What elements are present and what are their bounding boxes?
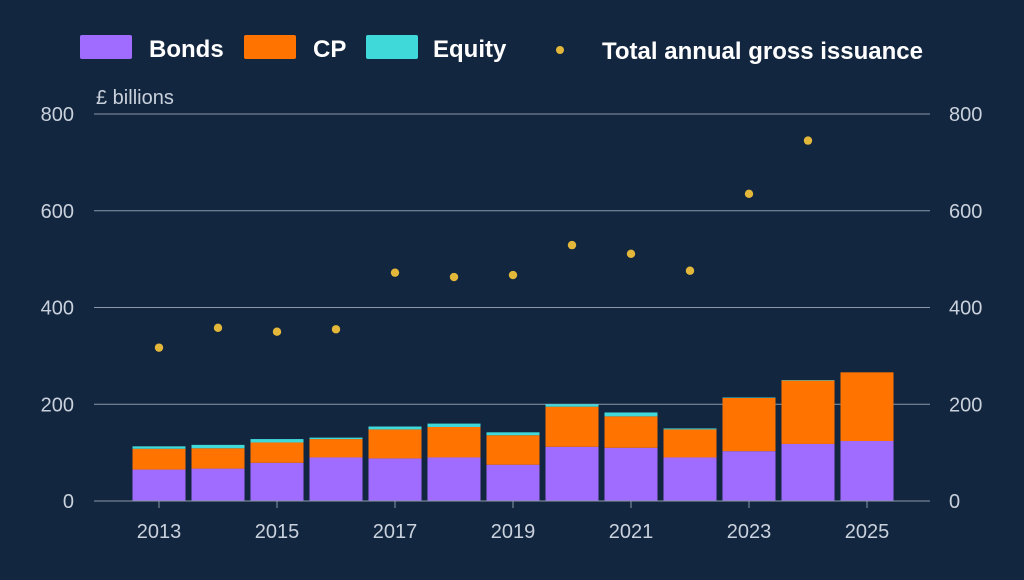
bar-equity bbox=[368, 426, 422, 430]
legend-swatch-bonds bbox=[80, 35, 132, 59]
bar-bonds bbox=[191, 468, 245, 501]
total-issuance-point bbox=[154, 343, 164, 352]
bar-cp bbox=[781, 380, 835, 444]
x-tick-label: 2017 bbox=[373, 521, 418, 543]
bar-bonds bbox=[840, 441, 894, 501]
bar-bonds bbox=[309, 457, 363, 501]
bar-cp bbox=[191, 448, 245, 469]
bar-cp bbox=[663, 429, 717, 458]
x-tick-label: 2015 bbox=[255, 521, 300, 543]
legend-swatch-equity bbox=[366, 35, 418, 59]
bar-equity bbox=[604, 412, 658, 417]
bar-cp bbox=[427, 426, 481, 458]
bar-cp bbox=[486, 435, 540, 465]
y-axis-right: 0 200 400 600 800 bbox=[949, 104, 982, 513]
bar-cp bbox=[604, 416, 658, 448]
y-axis-left: 0 200 400 600 800 bbox=[41, 104, 74, 513]
total-issuance-point bbox=[685, 266, 695, 275]
x-tick-label: 2021 bbox=[609, 521, 654, 543]
bar-cp bbox=[545, 406, 599, 447]
total-issuance-point bbox=[744, 189, 754, 199]
total-issuance-point bbox=[331, 325, 341, 334]
legend-marker-total bbox=[556, 46, 564, 54]
unit-label: £ billions bbox=[96, 87, 174, 109]
y-tick-label-right: 200 bbox=[949, 394, 982, 416]
bars bbox=[132, 372, 894, 501]
x-tick-label: 2013 bbox=[137, 521, 182, 543]
legend: Bonds CP Equity Total annual gross issua… bbox=[80, 35, 923, 65]
bar-cp bbox=[722, 397, 776, 452]
bar-cp bbox=[309, 439, 363, 458]
bar-bonds bbox=[427, 457, 481, 501]
y-tick-label-right: 800 bbox=[949, 104, 982, 126]
bar-equity bbox=[309, 437, 363, 440]
y-tick-label-right: 400 bbox=[949, 298, 982, 320]
total-issuance-point bbox=[449, 272, 459, 282]
bar-bonds bbox=[545, 446, 599, 501]
bar-cp bbox=[132, 448, 186, 470]
y-tick-label-right: 0 bbox=[949, 491, 960, 513]
bar-bonds bbox=[604, 447, 658, 501]
y-tick-label-left: 400 bbox=[41, 298, 74, 320]
bar-equity bbox=[486, 432, 540, 436]
x-tick-label: 2023 bbox=[727, 521, 772, 543]
bar-bonds bbox=[722, 451, 776, 501]
total-issuance-point bbox=[567, 240, 577, 250]
y-tick-label-left: 200 bbox=[41, 394, 74, 416]
legend-label-equity: Equity bbox=[433, 36, 507, 63]
bar-bonds bbox=[486, 464, 540, 501]
bar-cp bbox=[840, 372, 894, 442]
bar-equity bbox=[545, 404, 599, 407]
bar-bonds bbox=[663, 457, 717, 501]
bar-cp bbox=[250, 442, 304, 463]
bar-equity bbox=[191, 444, 245, 449]
y-tick-label-left: 600 bbox=[41, 201, 74, 223]
total-issuance-point bbox=[213, 323, 223, 333]
gridlines bbox=[94, 113, 930, 405]
total-issuance-point bbox=[803, 136, 813, 145]
y-tick-label-left: 800 bbox=[41, 104, 74, 126]
y-tick-label-left: 0 bbox=[63, 491, 74, 513]
legend-swatch-cp bbox=[244, 35, 296, 59]
total-issuance-point bbox=[508, 270, 518, 280]
bar-bonds bbox=[781, 443, 835, 501]
total-issuance-point bbox=[390, 268, 400, 277]
bar-bonds bbox=[132, 469, 186, 501]
bar-equity bbox=[663, 428, 717, 430]
bar-equity bbox=[250, 439, 304, 443]
legend-label-cp: CP bbox=[313, 36, 346, 63]
bar-bonds bbox=[368, 458, 422, 501]
legend-label-total: Total annual gross issuance bbox=[602, 38, 923, 65]
x-tick-label: 2025 bbox=[845, 521, 890, 543]
legend-label-bonds: Bonds bbox=[149, 36, 224, 63]
bar-equity bbox=[132, 446, 186, 449]
y-tick-label-right: 600 bbox=[949, 201, 982, 223]
total-issuance-point bbox=[272, 327, 282, 336]
x-tick-label: 2019 bbox=[491, 521, 536, 543]
total-issuance-point bbox=[626, 249, 636, 259]
total-points bbox=[154, 136, 813, 352]
bar-equity bbox=[427, 423, 481, 427]
x-axis: 2013 2015 2017 2019 2021 2023 2025 bbox=[137, 501, 890, 543]
bar-bonds bbox=[250, 462, 304, 501]
bar-cp bbox=[368, 429, 422, 459]
